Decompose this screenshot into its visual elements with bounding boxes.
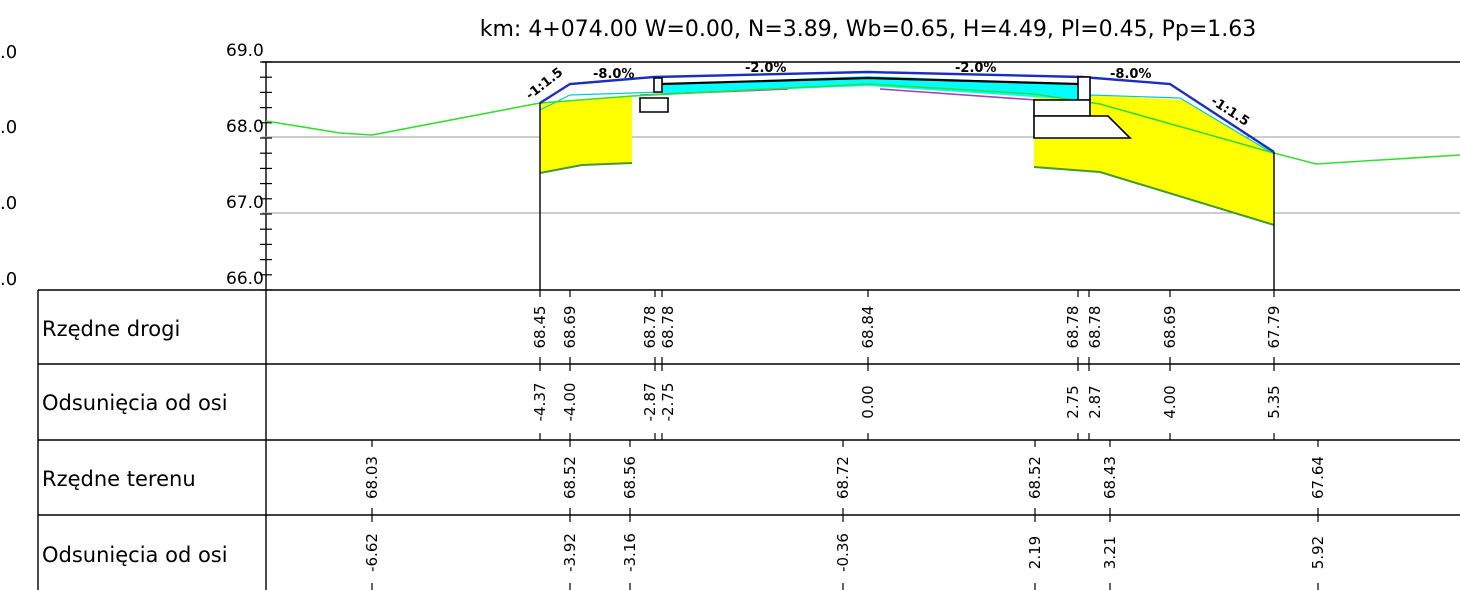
terrain-line xyxy=(266,84,1460,164)
road-offset-value: 4.00 xyxy=(1161,385,1179,418)
row-label-road-elevations: Rzędne drogi xyxy=(42,317,180,341)
scale-label: 67.0 xyxy=(226,193,264,213)
crossfall-label-top-right: -2.0% xyxy=(955,61,996,76)
road-offset-value: 5.35 xyxy=(1265,385,1283,418)
crossfall-label-top-left: -2.0% xyxy=(745,61,786,76)
data-table-grid xyxy=(38,290,1460,590)
terrain-offset-value: 3.21 xyxy=(1101,536,1119,569)
terrain-offset-value: -0.36 xyxy=(834,533,852,572)
road-elevation-value: 68.78 xyxy=(1064,306,1082,349)
scale-label: 68.0 xyxy=(226,117,264,137)
row-label-terrain-offsets: Odsunięcia od osi xyxy=(42,543,228,567)
road-elevation-value: 68.78 xyxy=(1086,306,1104,349)
road-elevation-value: 68.69 xyxy=(1161,306,1179,349)
road-elevation-value: 67.79 xyxy=(1265,306,1283,349)
edge-label: .0 xyxy=(0,193,17,214)
terrain-elevation-value: 68.43 xyxy=(1101,456,1119,499)
road-offset-value: -2.87 xyxy=(641,383,659,422)
left-edge-scale-labels: .0 .0 .0 .0 xyxy=(0,42,17,290)
road-offset-value: -4.37 xyxy=(531,383,549,422)
crossfall-label-right: -8.0% xyxy=(1110,67,1151,82)
curb-right xyxy=(1078,77,1090,100)
edge-label: .0 xyxy=(0,42,17,63)
road-elevation-value: 68.45 xyxy=(531,306,549,349)
slope-label-left: -1:1.5 xyxy=(523,65,566,103)
road-offset-value: 2.87 xyxy=(1086,385,1104,418)
edge-label: .0 xyxy=(0,269,17,290)
terrain-elevation-value: 68.72 xyxy=(834,456,852,499)
road-offset-value: -4.00 xyxy=(561,383,579,422)
curb-left xyxy=(654,78,662,92)
terrain-elevation-value: 68.03 xyxy=(363,456,381,499)
row-label-road-offsets: Odsunięcia od osi xyxy=(42,391,228,415)
terrain-offset-value: -3.16 xyxy=(621,533,639,572)
crossfall-label-left: -8.0% xyxy=(593,67,634,82)
terrain-elevation-value: 68.52 xyxy=(1026,456,1044,499)
table-row-labels: Rzędne drogi Odsunięcia od osi Rzędne te… xyxy=(42,317,228,567)
terrain-elevation-value: 68.52 xyxy=(561,456,579,499)
road-elevation-value: 68.78 xyxy=(641,306,659,349)
road-elevation-value: 68.78 xyxy=(659,306,677,349)
terrain-offset-value: 5.92 xyxy=(1309,536,1327,569)
curb-foundation-left xyxy=(640,98,668,112)
curb-foundation-right xyxy=(1034,100,1090,116)
road-offset-value: -2.75 xyxy=(659,383,677,422)
scale-label: 69.0 xyxy=(226,41,264,61)
terrain-offset-value: 2.19 xyxy=(1026,536,1044,569)
terrain-offset-value: -6.62 xyxy=(363,533,381,572)
terrain-offset-value: -3.92 xyxy=(561,533,579,572)
road-elevation-value: 68.69 xyxy=(561,306,579,349)
road-offset-value: 0.00 xyxy=(859,385,877,418)
fill-areas xyxy=(540,94,1274,225)
road-offset-value: 2.75 xyxy=(1064,385,1082,418)
road-elevation-value: 68.84 xyxy=(859,306,877,349)
scale-label: 66.0 xyxy=(226,269,264,289)
pavement-layer xyxy=(662,76,1078,100)
terrain-elevation-value: 68.56 xyxy=(621,456,639,499)
fill-area-left xyxy=(540,96,632,173)
terrain-elevation-value: 67.64 xyxy=(1309,456,1327,499)
row-label-terrain-elevations: Rzędne terenu xyxy=(42,467,196,491)
edge-label: .0 xyxy=(0,117,17,138)
section-title: km: 4+074.00 W=0.00, N=3.89, Wb=0.65, H=… xyxy=(480,17,1257,42)
